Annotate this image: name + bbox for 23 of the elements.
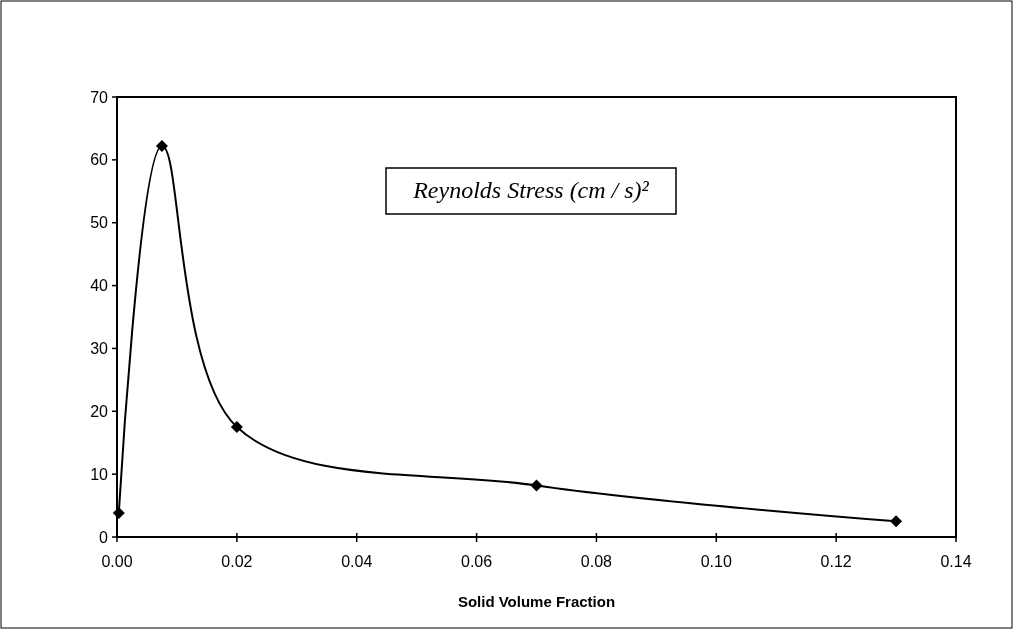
y-tick-label: 60	[90, 151, 109, 169]
x-tick-label: 0.08	[580, 553, 613, 570]
point	[530, 479, 543, 492]
y-tick-label: 50	[90, 214, 109, 232]
y-tick-label: 0	[99, 528, 109, 546]
y-tick-label: 10	[90, 465, 109, 483]
x-tick-label: 0.02	[221, 553, 253, 570]
y-tick-label: 20	[90, 402, 109, 420]
y-tick-label: 70	[90, 88, 109, 106]
x-tick-label: 0.00	[101, 553, 133, 570]
y-tick-label: 40	[90, 277, 109, 295]
point	[112, 507, 125, 520]
point	[155, 140, 168, 153]
x-tick-label: 0.10	[700, 553, 732, 570]
y-tick-label: 30	[90, 340, 109, 358]
point	[890, 515, 903, 528]
annotation: Reynolds Stress (cm / s)²	[412, 177, 650, 203]
x-tick-label: 0.04	[341, 553, 373, 570]
point	[230, 421, 243, 433]
x-axis-title: Solid Volume Fraction	[457, 593, 616, 610]
x-tick-label: 0.12	[820, 553, 852, 570]
x-tick-label: 0.06	[461, 553, 493, 570]
x-tick-label: 0.14	[940, 553, 972, 570]
